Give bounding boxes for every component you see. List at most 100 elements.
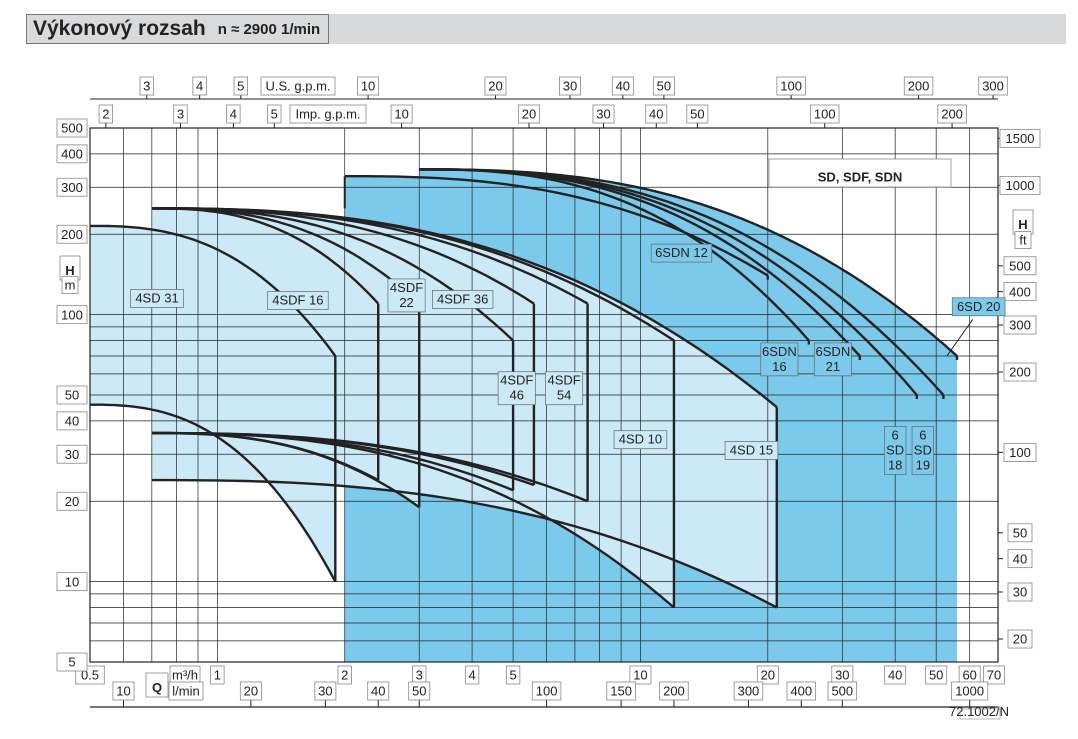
- svg-text:50: 50: [929, 668, 943, 683]
- lmin-tick-label: 10: [112, 681, 135, 701]
- lmin-tick-label: 20: [239, 681, 262, 701]
- svg-text:10: 10: [361, 79, 375, 94]
- curve-top-6sdn-16: [419, 168, 810, 342]
- h-m-tick-label: 10: [56, 572, 88, 592]
- usgpm-tick-label: 10: [357, 76, 380, 96]
- h-m-tick-label: 400: [56, 144, 88, 164]
- h-ft-tick-label: 1500: [999, 128, 1041, 148]
- svg-text:6SDN: 6SDN: [816, 344, 851, 359]
- h-m-tick-label: 500: [56, 118, 88, 138]
- m3h-tick-label: 20: [756, 665, 779, 685]
- impgpm-tick-label: 4: [226, 104, 241, 124]
- svg-text:1: 1: [214, 668, 221, 683]
- svg-text:30: 30: [563, 79, 577, 94]
- svg-text:4SD 15: 4SD 15: [730, 442, 773, 457]
- lmin-tick-label: 40: [367, 681, 390, 701]
- svg-text:1000: 1000: [1006, 178, 1035, 193]
- title-box: Výkonový rozsah n ≈ 2900 1/min: [26, 14, 330, 44]
- svg-text:40: 40: [616, 79, 630, 94]
- h-ft-tick-label: 500: [1003, 256, 1037, 276]
- svg-text:2: 2: [102, 107, 109, 122]
- svg-text:4: 4: [196, 79, 203, 94]
- m3h-tick-label: 2: [337, 665, 352, 685]
- svg-text:50: 50: [1013, 525, 1027, 540]
- h-symbol-right: H: [1012, 209, 1034, 235]
- svg-text:50: 50: [690, 107, 704, 122]
- label-6sd-20: 6SD 20: [951, 297, 1006, 317]
- svg-text:20: 20: [522, 107, 536, 122]
- svg-text:6SDN 12: 6SDN 12: [655, 245, 708, 260]
- lmin-tick-label: 200: [659, 681, 689, 701]
- q-symbol: Q: [145, 672, 169, 698]
- svg-text:200: 200: [61, 227, 83, 242]
- svg-text:20: 20: [65, 494, 79, 509]
- svg-text:4SDF: 4SDF: [547, 373, 580, 388]
- svg-text:54: 54: [557, 388, 571, 403]
- svg-text:10: 10: [65, 574, 79, 589]
- h-ft-tick-label: 200: [1003, 362, 1037, 382]
- svg-text:Q: Q: [152, 680, 162, 695]
- usgpm-tick-label: 50: [652, 76, 675, 96]
- svg-text:100: 100: [780, 79, 802, 94]
- impgpm-tick-label: 200: [937, 104, 967, 124]
- svg-text:3: 3: [143, 79, 150, 94]
- impgpm-tick-label: 50: [686, 104, 709, 124]
- svg-text:50: 50: [412, 684, 426, 699]
- m3h-tick-label: 5: [505, 665, 521, 685]
- svg-text:20: 20: [761, 668, 775, 683]
- svg-text:100: 100: [1009, 445, 1031, 460]
- h-unit-m: m: [61, 276, 79, 294]
- usgpm-tick-label: 100: [776, 76, 806, 96]
- m3h-tick-label: 10: [629, 665, 652, 685]
- svg-text:21: 21: [826, 359, 840, 374]
- impgpm-unit-label: Imp. g.p.m.: [289, 104, 367, 124]
- h-ft-tick-label: 100: [1003, 442, 1037, 462]
- svg-text:19: 19: [916, 457, 930, 472]
- svg-text:500: 500: [831, 684, 853, 699]
- impgpm-tick-label: 100: [810, 104, 840, 124]
- svg-text:H: H: [1018, 217, 1027, 232]
- h-m-tick-label: 200: [56, 224, 88, 244]
- svg-text:30: 30: [596, 107, 610, 122]
- curve-bottom-4sd-15: [151, 478, 778, 609]
- svg-text:100: 100: [61, 307, 83, 322]
- h-m-tick-label: 30: [56, 444, 88, 464]
- svg-text:10: 10: [116, 684, 130, 699]
- usgpm-tick-label: 200: [903, 76, 934, 96]
- footnote: 72.1002/N: [949, 704, 1009, 719]
- svg-text:4SDF 16: 4SDF 16: [272, 292, 323, 307]
- svg-text:SD: SD: [914, 442, 932, 457]
- m3h-tick-label: 3: [412, 665, 427, 685]
- m3h-tick-label: 70: [983, 665, 1005, 685]
- m3h-tick-label: 4: [464, 665, 480, 685]
- svg-text:H: H: [65, 263, 74, 278]
- svg-text:150: 150: [610, 684, 632, 699]
- svg-text:5: 5: [68, 655, 75, 670]
- h-ft-tick-label: 30: [1007, 582, 1033, 602]
- h-unit-ft: ft: [1014, 231, 1032, 249]
- svg-text:300: 300: [982, 79, 1004, 94]
- svg-text:200: 200: [908, 79, 930, 94]
- svg-text:60: 60: [962, 668, 976, 683]
- svg-text:30: 30: [318, 684, 332, 699]
- usgpm-tick-label: 30: [559, 76, 581, 96]
- svg-text:6: 6: [892, 427, 899, 442]
- svg-text:50: 50: [657, 79, 671, 94]
- svg-text:10: 10: [633, 668, 647, 683]
- svg-text:Imp. g.p.m.: Imp. g.p.m.: [295, 107, 360, 122]
- svg-text:40: 40: [1013, 551, 1027, 566]
- svg-text:U.S. g.p.m.: U.S. g.p.m.: [265, 79, 330, 94]
- curve-lines: [90, 168, 959, 609]
- h-m-tick-label: 50: [56, 385, 88, 405]
- svg-text:40: 40: [371, 684, 385, 699]
- svg-text:70: 70: [987, 668, 1001, 683]
- svg-text:SD: SD: [886, 442, 904, 457]
- svg-text:400: 400: [61, 147, 83, 162]
- h-ft-tick-label: 300: [1003, 315, 1037, 335]
- svg-text:30: 30: [65, 447, 79, 462]
- m3h-tick-label: 60: [958, 665, 981, 685]
- svg-text:500: 500: [61, 121, 83, 136]
